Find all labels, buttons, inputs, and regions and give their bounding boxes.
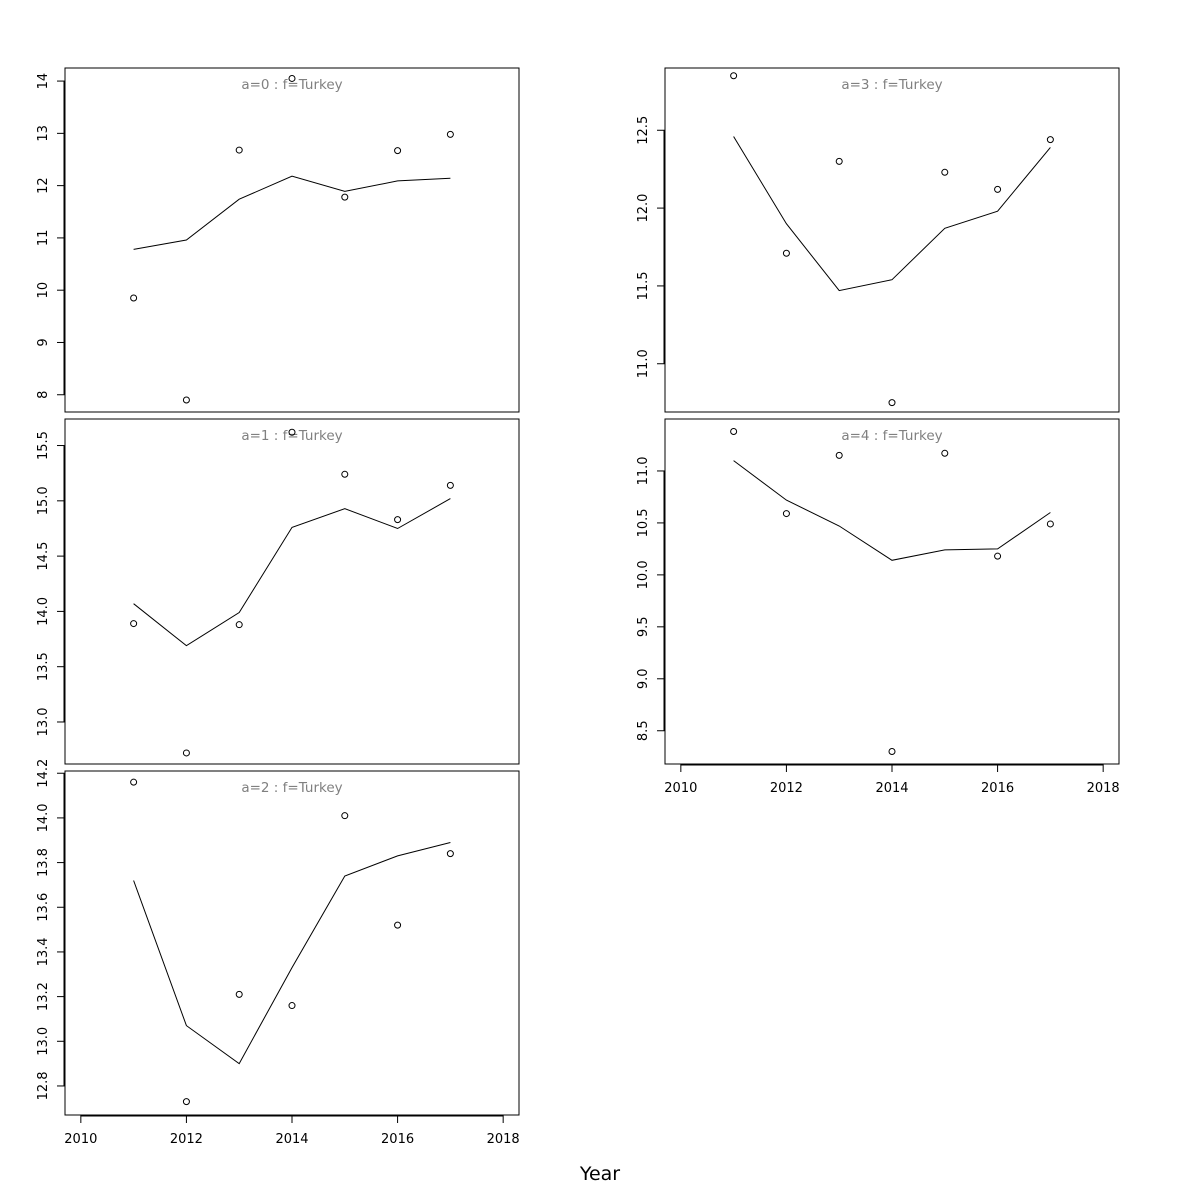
fitted-line (133, 498, 451, 647)
x-tick-label: 2018 (1087, 781, 1120, 796)
panel-1: a=1 : f=Turkey 13.0 13.5 14.0 14.5 15.0 15.5 (36, 418, 520, 765)
y-tick-label: 11.0 (636, 349, 651, 378)
observed-point (288, 1002, 296, 1010)
y-tick-label: 10.0 (636, 560, 651, 589)
observed-point (888, 399, 896, 407)
observed-point (288, 74, 296, 82)
fitted-line (133, 175, 451, 250)
panel-3: a=3 : f=Turkey 11.0 11.5 12.0 12.5 (636, 67, 1120, 413)
observed-point (341, 470, 349, 478)
observed-point (1046, 520, 1054, 528)
observed-point (341, 812, 349, 820)
observed-point (182, 749, 190, 757)
observed-point (888, 748, 896, 756)
observed-point (394, 516, 402, 524)
observed-point (782, 249, 790, 257)
panel-title: a=1 : f=Turkey (241, 428, 342, 444)
y-tick-label: 13 (36, 125, 51, 142)
x-tick-label: 2014 (275, 1132, 308, 1147)
observed-point (130, 778, 138, 786)
observed-point (130, 294, 138, 302)
x-tick-label: 2016 (981, 781, 1014, 796)
y-tick-label: 13.0 (36, 1027, 51, 1056)
y-tick-label: 15.5 (36, 431, 51, 460)
observed-point (182, 1098, 190, 1106)
y-tick-label: 11 (36, 230, 51, 247)
fitted-line (133, 842, 451, 1065)
y-tick-label: 8 (36, 391, 51, 399)
x-axis-label: Year (579, 1163, 620, 1185)
observed-point (341, 193, 349, 201)
y-tick-label: 9.5 (636, 616, 651, 637)
plot-frame (664, 418, 1120, 765)
observed-point (730, 427, 738, 435)
plot-frame (64, 418, 520, 765)
plot-frame (664, 67, 1120, 413)
observed-point (394, 921, 402, 929)
observed-point (835, 451, 843, 459)
observed-point (394, 147, 402, 155)
y-tick-label: 10.5 (636, 508, 651, 537)
y-tick-label: 8.5 (636, 720, 651, 741)
y-tick-label: 13.6 (36, 893, 51, 922)
x-tick-label: 2018 (487, 1132, 520, 1147)
panel-title: a=4 : f=Turkey (841, 428, 942, 444)
y-tick-label: 12.0 (636, 194, 651, 223)
observed-point (235, 990, 243, 998)
y-tick-label: 14 (36, 73, 51, 90)
y-tick-label: 13.8 (36, 848, 51, 877)
y-tick-label: 12 (36, 177, 51, 194)
observed-point (235, 146, 243, 154)
panel-title: a=0 : f=Turkey (241, 77, 342, 93)
observed-point (446, 850, 454, 858)
observed-point (1046, 136, 1054, 144)
y-tick-label: 12.8 (36, 1071, 51, 1100)
observed-point (994, 185, 1002, 193)
panel-4: a=4 : f=Turkey 8.5 9.0 9.5 10.0 10.5 11.0 2010 2… (636, 418, 1120, 796)
y-tick-label: 13.4 (36, 937, 51, 966)
y-tick-label: 10 (36, 282, 51, 299)
observed-point (288, 428, 296, 436)
observed-point (730, 72, 738, 80)
y-tick-label: 9 (36, 338, 51, 346)
x-tick-label: 2014 (875, 781, 908, 796)
panel-2: a=2 : f=Turkey 12.8 13.0 13.2 13.4 13.6 13.8 14… (36, 759, 520, 1147)
observed-point (446, 481, 454, 489)
y-tick-label: 14.5 (36, 542, 51, 571)
observed-point (182, 396, 190, 404)
y-tick-label: 11.0 (636, 456, 651, 485)
y-tick-label: 13.2 (36, 982, 51, 1011)
observed-point (941, 449, 949, 457)
y-tick-label: 13.5 (36, 652, 51, 681)
y-tick-label: 12.5 (636, 116, 651, 145)
x-tick-label: 2010 (64, 1132, 97, 1147)
y-tick-label: 14.2 (36, 759, 51, 788)
y-tick-label: 9.0 (636, 668, 651, 689)
observed-point (941, 168, 949, 176)
observed-point (835, 157, 843, 165)
y-tick-label: 14.0 (36, 597, 51, 626)
x-tick-label: 2016 (381, 1132, 414, 1147)
x-tick-label: 2010 (664, 781, 697, 796)
panel-title: a=2 : f=Turkey (241, 780, 342, 796)
x-tick-label: 2012 (170, 1132, 203, 1147)
observed-point (130, 620, 138, 628)
fitted-line (733, 136, 1051, 292)
observed-point (994, 552, 1002, 560)
y-tick-label: 14.0 (36, 803, 51, 832)
plot-frame (64, 770, 520, 1116)
y-tick-label: 15.0 (36, 486, 51, 515)
observed-point (782, 510, 790, 518)
y-tick-label: 11.5 (636, 271, 651, 300)
fitted-line (733, 460, 1051, 561)
y-tick-label: 13.0 (36, 708, 51, 737)
observed-point (235, 621, 243, 629)
observed-point (446, 130, 454, 138)
plot-frame (64, 67, 520, 413)
panel-title: a=3 : f=Turkey (841, 77, 942, 93)
panel-0: a=0 : f=Turkey 8 9 10 11 12 13 14 (36, 67, 520, 413)
x-tick-label: 2012 (770, 781, 803, 796)
